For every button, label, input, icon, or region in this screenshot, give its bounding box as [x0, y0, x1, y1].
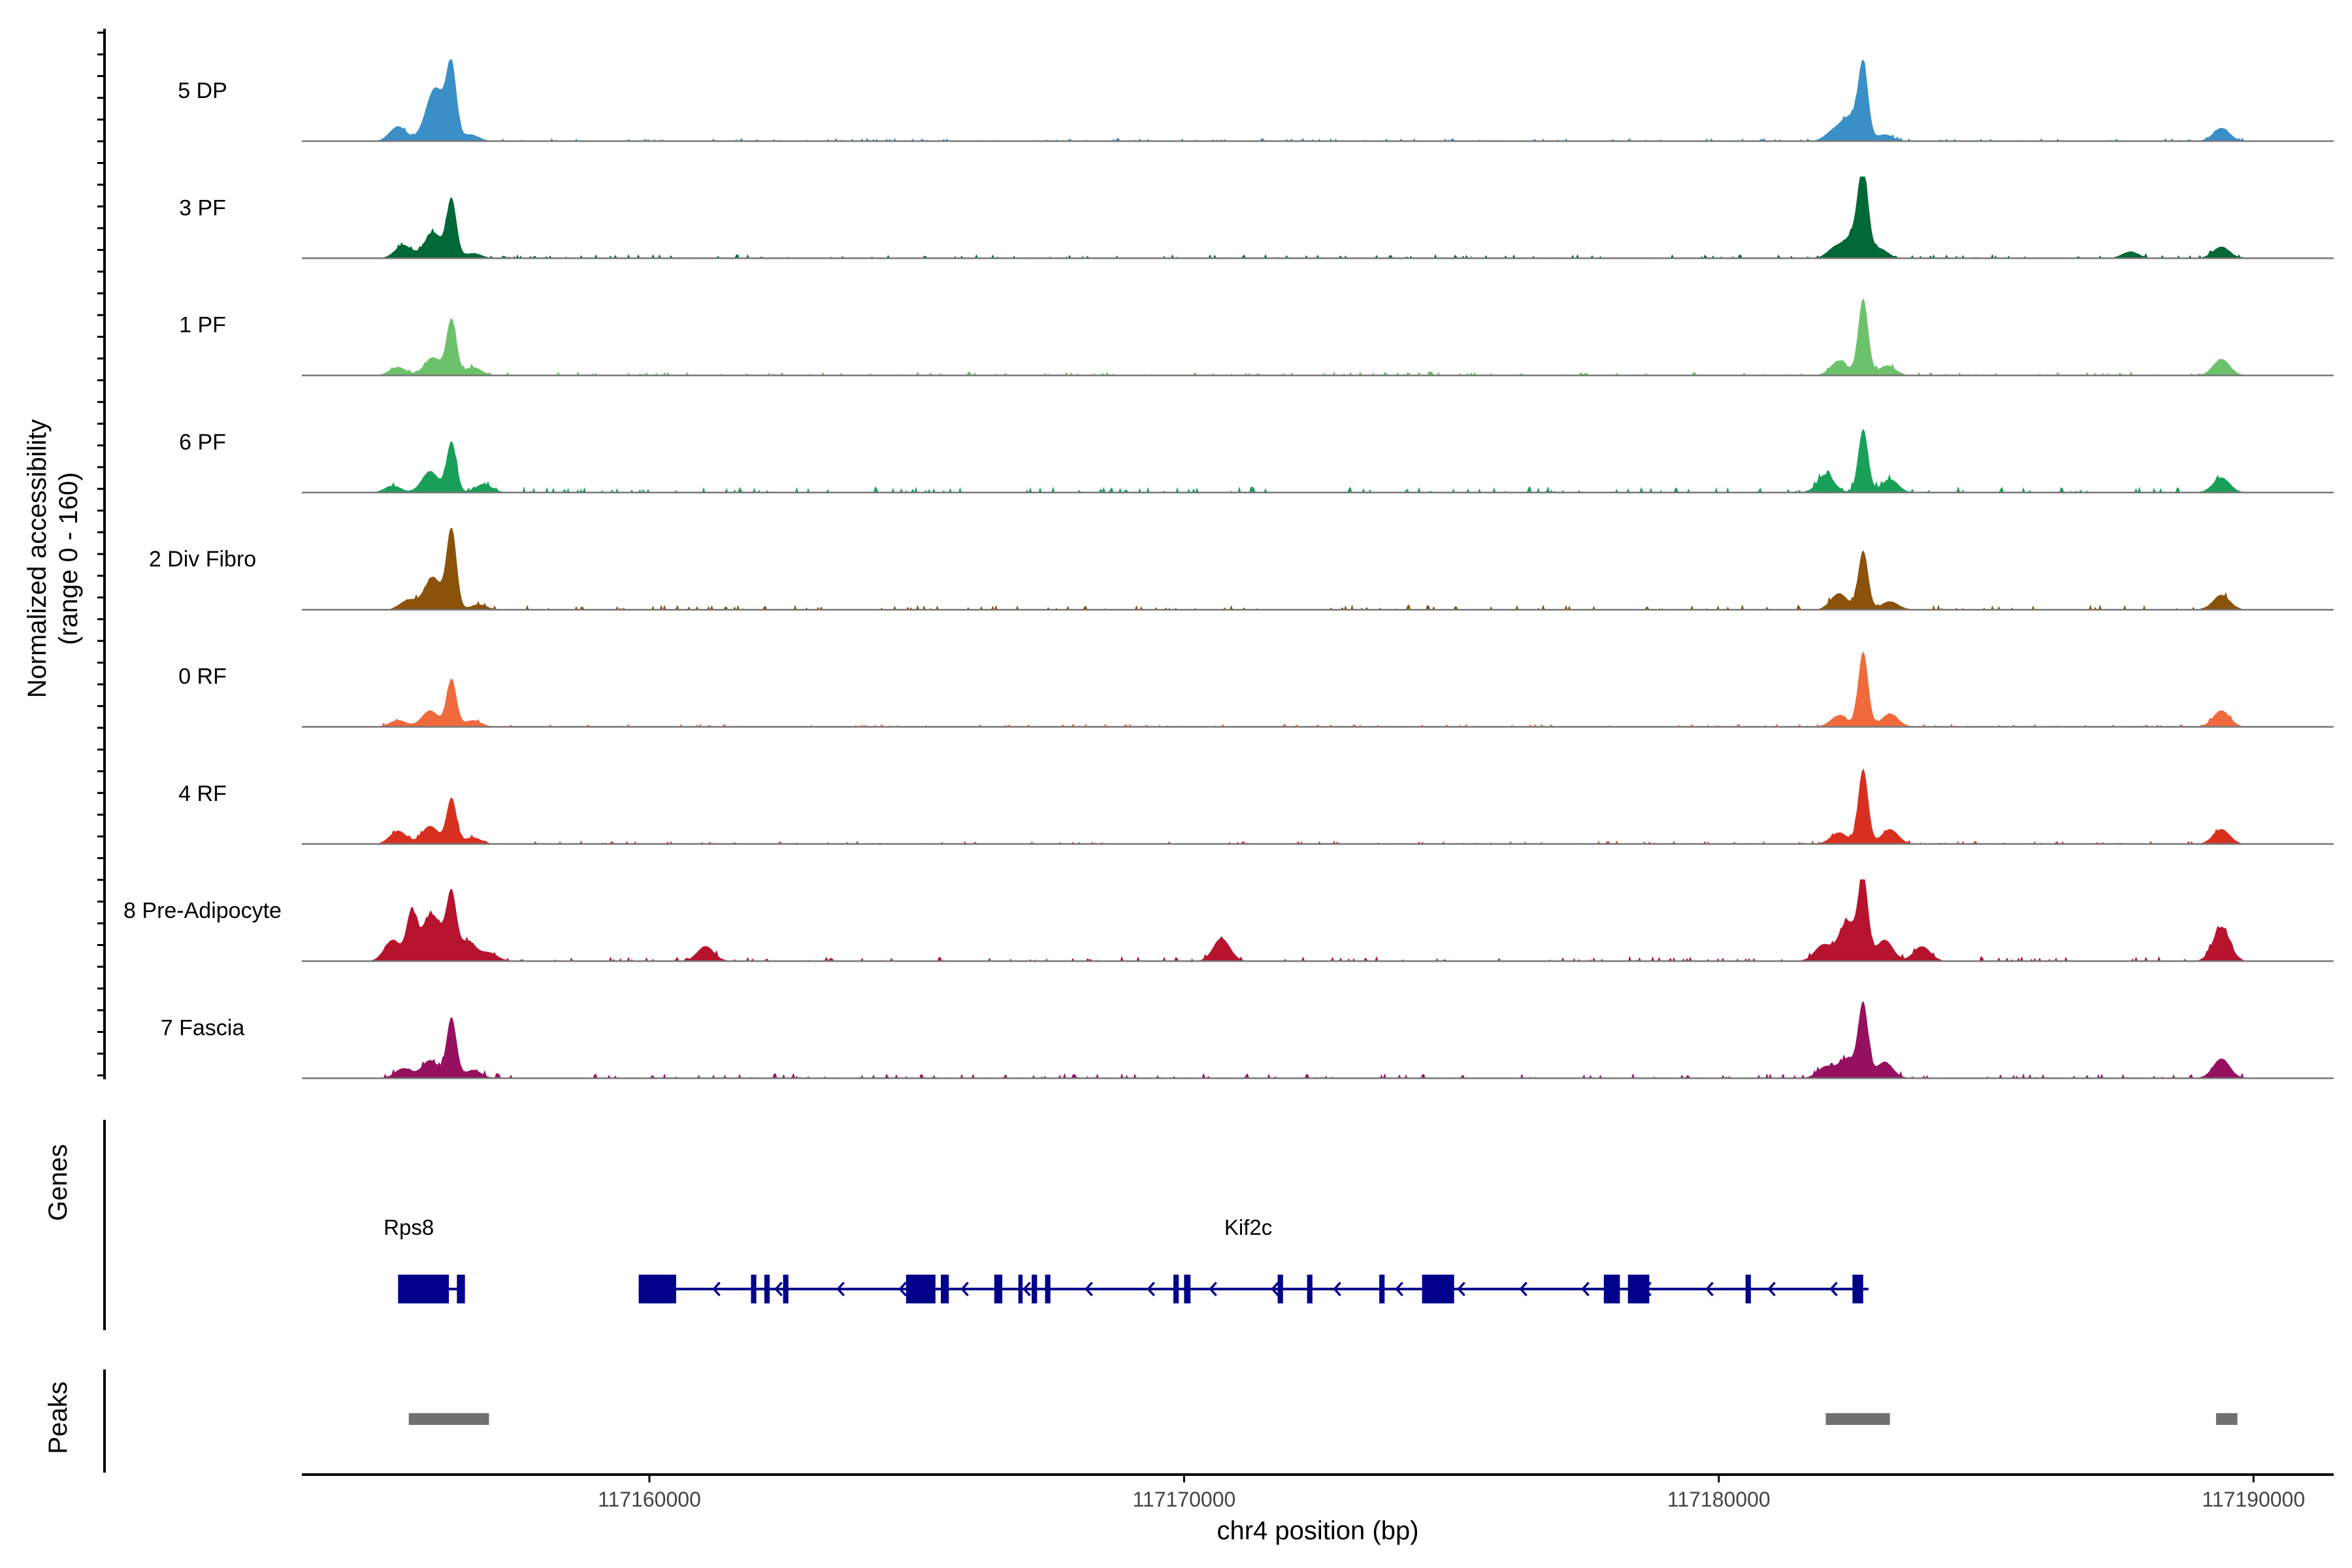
strand-arrow: [774, 1281, 783, 1297]
exon: [994, 1275, 1003, 1303]
x-tick-label: 117170000: [1132, 1488, 1235, 1511]
position-x-axis: 117160000 117170000 117180000 117190000: [302, 1473, 2334, 1511]
strand-arrow: [1705, 1281, 1714, 1297]
strand-arrow: [1581, 1281, 1590, 1297]
exon: [1277, 1275, 1283, 1303]
exon: [751, 1275, 757, 1303]
exon: [1745, 1275, 1751, 1303]
exon: [1173, 1275, 1179, 1303]
track-6: 4 RF: [178, 768, 2334, 845]
track-8: 7 Fascia: [161, 1000, 2334, 1079]
track-label: 7 Fascia: [161, 1015, 245, 1040]
track-7: 8 Pre-Adipocyte: [123, 879, 2334, 962]
track-label: 1 PF: [179, 313, 226, 338]
exon: [638, 1275, 676, 1303]
gene-name-label: Rps8: [384, 1215, 434, 1239]
track-5: 0 RF: [178, 651, 2334, 728]
exon: [1018, 1275, 1023, 1303]
track-label: 3 PF: [179, 195, 226, 220]
exon: [1032, 1275, 1037, 1303]
strand-arrow: [898, 1281, 907, 1297]
exon: [1184, 1275, 1191, 1303]
exon: [783, 1275, 789, 1303]
exon: [1045, 1275, 1051, 1303]
track-label: 2 Div Fibro: [149, 547, 256, 572]
coverage-area: [302, 59, 2334, 141]
x-tick-label: 117190000: [2202, 1488, 2305, 1511]
y-axis-range: (range 0 - 160): [54, 472, 83, 645]
strand-arrow: [712, 1281, 721, 1297]
strand-arrow: [1147, 1281, 1155, 1297]
coverage-area: [302, 879, 2334, 962]
track-4: 2 Div Fibro: [149, 528, 2334, 611]
strand-arrow: [1022, 1281, 1031, 1297]
gene-annotation-track: Rps8 Kif2c: [103, 1120, 1869, 1330]
gene-name-label: Kif2c: [1224, 1215, 1272, 1239]
strand-arrow: [1829, 1281, 1838, 1297]
strand-arrow: [1457, 1281, 1465, 1297]
x-tick-label: 117160000: [598, 1488, 701, 1511]
exon: [1603, 1275, 1620, 1303]
exon: [764, 1275, 770, 1303]
strand-arrow: [1519, 1281, 1527, 1297]
coverage-area: [302, 651, 2334, 727]
coverage-area: [302, 1000, 2334, 1079]
strand-arrow: [1333, 1281, 1341, 1297]
exon: [1627, 1275, 1650, 1303]
strand-arrow: [1767, 1281, 1776, 1297]
track-1: 3 PF: [179, 176, 2334, 259]
coverage-area: [302, 528, 2334, 610]
exon: [398, 1275, 449, 1303]
track-0: 5 DP: [178, 59, 2334, 142]
exon: [457, 1275, 465, 1303]
exon: [1852, 1275, 1863, 1303]
accessibility-y-axis: [97, 29, 106, 1079]
peak-region: [1825, 1413, 1890, 1425]
x-tick-label: 117180000: [1667, 1488, 1771, 1511]
strand-arrow: [960, 1281, 969, 1297]
gene-kif2c: Kif2c: [638, 1215, 1869, 1303]
genes-track-label: Genes: [44, 1144, 73, 1221]
exon: [1307, 1275, 1313, 1303]
peak-region: [2215, 1413, 2238, 1425]
track-label: 6 PF: [179, 430, 226, 455]
strand-arrow: [836, 1281, 845, 1297]
exon: [1422, 1275, 1454, 1303]
coverage-tracks: 5 DP 3 PF 1 PF 6 PF 2 Div Fibro 0 RF 4 RF 8 Pre…: [123, 59, 2334, 1079]
peaks-track-label: Peaks: [44, 1381, 73, 1454]
exon: [1379, 1275, 1385, 1303]
x-axis-title: chr4 position (bp): [1217, 1516, 1418, 1545]
strand-arrow: [1085, 1281, 1093, 1297]
strand-arrow: [1271, 1281, 1279, 1297]
coverage-area: [302, 768, 2334, 844]
track-2: 1 PF: [179, 298, 2334, 376]
track-label: 5 DP: [178, 78, 227, 103]
strand-arrow: [1395, 1281, 1403, 1297]
coverage-area: [302, 298, 2334, 376]
track-label: 8 Pre-Adipocyte: [123, 898, 282, 923]
track-label: 0 RF: [178, 664, 227, 689]
exon: [906, 1275, 936, 1303]
peak-region: [408, 1413, 489, 1425]
coverage-area: [302, 176, 2334, 259]
peak-regions-track: [103, 1369, 2238, 1473]
strand-arrow: [1209, 1281, 1217, 1297]
track-label: 4 RF: [178, 781, 227, 806]
gene-rps8: Rps8: [384, 1215, 465, 1303]
exon: [941, 1275, 949, 1303]
coverage-area: [302, 429, 2334, 493]
y-axis-title: Normalized accessibility: [23, 419, 52, 698]
track-3: 6 PF: [179, 429, 2334, 494]
